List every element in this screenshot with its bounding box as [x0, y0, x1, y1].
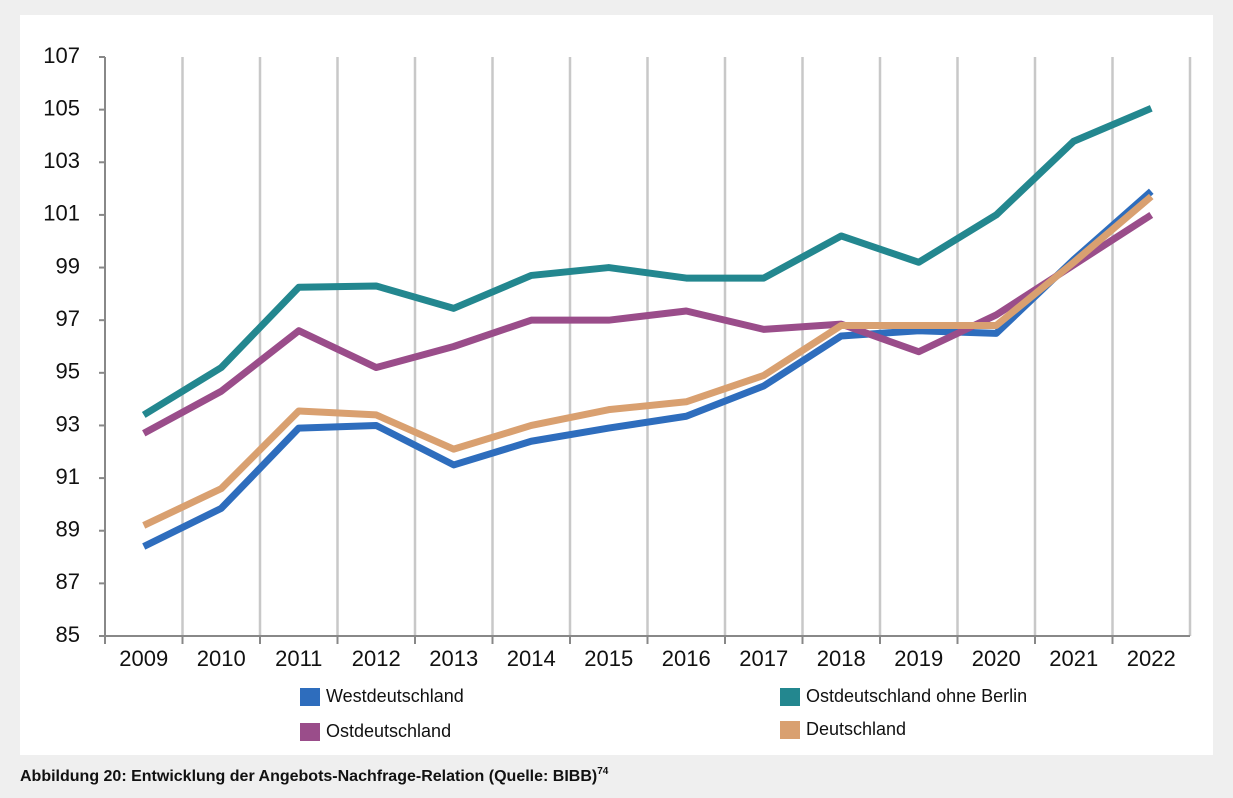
footnote-mark: 74: [597, 766, 609, 777]
y-tick-label: 89: [56, 517, 80, 542]
y-tick-label: 107: [43, 43, 80, 68]
series-line: [142, 193, 1154, 529]
y-tick-label: 95: [56, 359, 80, 384]
y-tick-label: 103: [43, 148, 80, 173]
x-tick-label: 2020: [972, 646, 1021, 671]
x-tick-label: 2010: [197, 646, 246, 671]
y-tick-label: 93: [56, 411, 80, 436]
x-tick-label: 2017: [739, 646, 788, 671]
x-tick-label: 2013: [429, 646, 478, 671]
y-tick-label: 101: [43, 201, 80, 226]
series-line: [142, 188, 1154, 550]
y-tick-label: 105: [43, 95, 80, 120]
y-tick-label: 91: [56, 464, 80, 489]
x-tick-label: 2022: [1127, 646, 1176, 671]
x-tick-label: 2009: [119, 646, 168, 671]
legend-label: Deutschland: [806, 719, 906, 739]
x-tick-label: 2011: [275, 646, 322, 671]
x-tick-label: 2021: [1049, 646, 1098, 671]
legend-swatch: [780, 721, 800, 739]
caption: Abbildung 20: Entwicklung der Angebots-N…: [20, 766, 609, 786]
chart-area: [20, 15, 1213, 755]
x-tick-label: 2018: [817, 646, 866, 671]
series-line: [141, 105, 1153, 418]
x-tick-label: 2012: [352, 646, 401, 671]
x-tick-label: 2019: [894, 646, 943, 671]
legend-swatch: [780, 688, 800, 706]
y-tick-label: 85: [56, 622, 80, 647]
legend-label: Ostdeutschland: [326, 721, 451, 741]
legend-swatch: [300, 688, 320, 706]
legend-label: Westdeutschland: [326, 686, 464, 706]
legend-label: Ostdeutschland ohne Berlin: [806, 686, 1027, 706]
caption-text: Abbildung 20: Entwicklung der Angebots-N…: [20, 768, 597, 785]
y-tick-label: 97: [56, 306, 80, 331]
x-tick-label: 2014: [507, 646, 556, 671]
y-tick-label: 87: [56, 569, 80, 594]
x-tick-label: 2015: [584, 646, 633, 671]
series-line: [142, 211, 1154, 437]
legend-swatch: [300, 723, 320, 741]
x-tick-label: 2016: [662, 646, 711, 671]
y-tick-label: 99: [56, 253, 80, 278]
